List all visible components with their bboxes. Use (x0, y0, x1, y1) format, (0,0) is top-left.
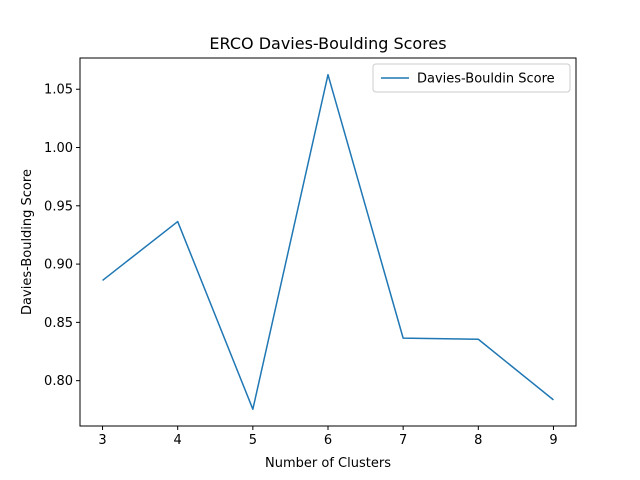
plot-area: 3 4 5 6 7 8 9 0.80 0.85 0.90 0.95 1.00 1.05 Davies-Bo… (44, 57, 577, 448)
y-tick-label: 0.85 (44, 316, 73, 331)
series-line-0 (102, 73, 554, 410)
x-axis-label: Number of Clusters (265, 456, 391, 471)
y-tick-label: 1.00 (44, 141, 73, 156)
x-tick-label: 9 (549, 433, 557, 448)
x-tick-label: 8 (474, 433, 482, 448)
y-tick-label: 0.95 (44, 199, 73, 214)
y-tick-label: 0.80 (44, 374, 73, 389)
x-tick-label: 5 (249, 433, 257, 448)
legend-entry-label: Davies-Bouldin Score (417, 72, 555, 87)
y-tick-label: 1.05 (44, 83, 73, 98)
x-tick-label: 4 (174, 433, 182, 448)
y-axis-label: Davies-Boulding Score (20, 169, 35, 315)
chart-title: ERCO Davies-Boulding Scores (209, 34, 446, 53)
x-tick-label: 6 (324, 433, 332, 448)
y-tick-label: 0.90 (44, 258, 73, 273)
x-tick-label: 7 (399, 433, 407, 448)
legend-box (372, 63, 571, 93)
x-tick-label: 3 (98, 433, 106, 448)
